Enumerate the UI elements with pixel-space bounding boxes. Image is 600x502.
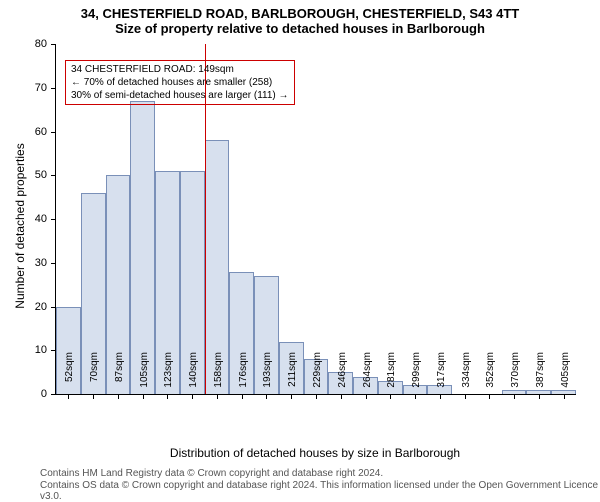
xtick-label: 211sqm <box>287 352 298 402</box>
chart-container: 34, CHESTERFIELD ROAD, BARLBOROUGH, CHES… <box>0 0 600 500</box>
histogram-bar <box>130 101 155 394</box>
ytick-label: 70 <box>0 82 47 94</box>
ytick-label: 20 <box>0 301 47 313</box>
annotation-box: 34 CHESTERFIELD ROAD: 149sqm← 70% of det… <box>65 60 295 105</box>
ytick-mark <box>51 394 56 395</box>
ytick-label: 60 <box>0 126 47 138</box>
xtick-label: 158sqm <box>213 352 224 402</box>
ytick-label: 0 <box>0 388 47 400</box>
xtick-label: 105sqm <box>139 352 150 402</box>
xtick-label: 87sqm <box>114 352 125 402</box>
ytick-mark <box>51 219 56 220</box>
xtick-label: 299sqm <box>411 352 422 402</box>
ytick-mark <box>51 263 56 264</box>
xtick-label: 370sqm <box>510 352 521 402</box>
ytick-label: 40 <box>0 213 47 225</box>
xtick-label: 70sqm <box>89 352 100 402</box>
ytick-mark <box>51 44 56 45</box>
x-axis-label: Distribution of detached houses by size … <box>55 446 575 460</box>
xtick-label: 246sqm <box>337 352 348 402</box>
xtick-label: 334sqm <box>461 352 472 402</box>
xtick-label: 176sqm <box>238 352 249 402</box>
ytick-label: 80 <box>0 38 47 50</box>
xtick-label: 405sqm <box>560 352 571 402</box>
ytick-label: 30 <box>0 257 47 269</box>
ytick-mark <box>51 88 56 89</box>
xtick-label: 123sqm <box>163 352 174 402</box>
xtick-label: 229sqm <box>312 352 323 402</box>
xtick-label: 193sqm <box>262 352 273 402</box>
ytick-label: 10 <box>0 344 47 356</box>
annotation-line: 30% of semi-detached houses are larger (… <box>71 89 289 102</box>
xtick-label: 317sqm <box>436 352 447 402</box>
ytick-mark <box>51 175 56 176</box>
xtick-label: 52sqm <box>64 352 75 402</box>
xtick-label: 264sqm <box>362 352 373 402</box>
ytick-label: 50 <box>0 169 47 181</box>
xtick-label: 281sqm <box>386 352 397 402</box>
chart-title-2: Size of property relative to detached ho… <box>0 21 600 36</box>
footer-line-2: Contains OS data © Crown copyright and d… <box>40 480 600 502</box>
annotation-line: 34 CHESTERFIELD ROAD: 149sqm <box>71 63 289 76</box>
xtick-label: 387sqm <box>535 352 546 402</box>
chart-title-1: 34, CHESTERFIELD ROAD, BARLBOROUGH, CHES… <box>0 0 600 21</box>
footer-line-1: Contains HM Land Registry data © Crown c… <box>40 468 383 479</box>
ytick-mark <box>51 132 56 133</box>
annotation-line: ← 70% of detached houses are smaller (25… <box>71 76 289 89</box>
xtick-label: 352sqm <box>485 352 496 402</box>
y-axis-label: Number of detached properties <box>13 136 27 316</box>
xtick-label: 140sqm <box>188 352 199 402</box>
